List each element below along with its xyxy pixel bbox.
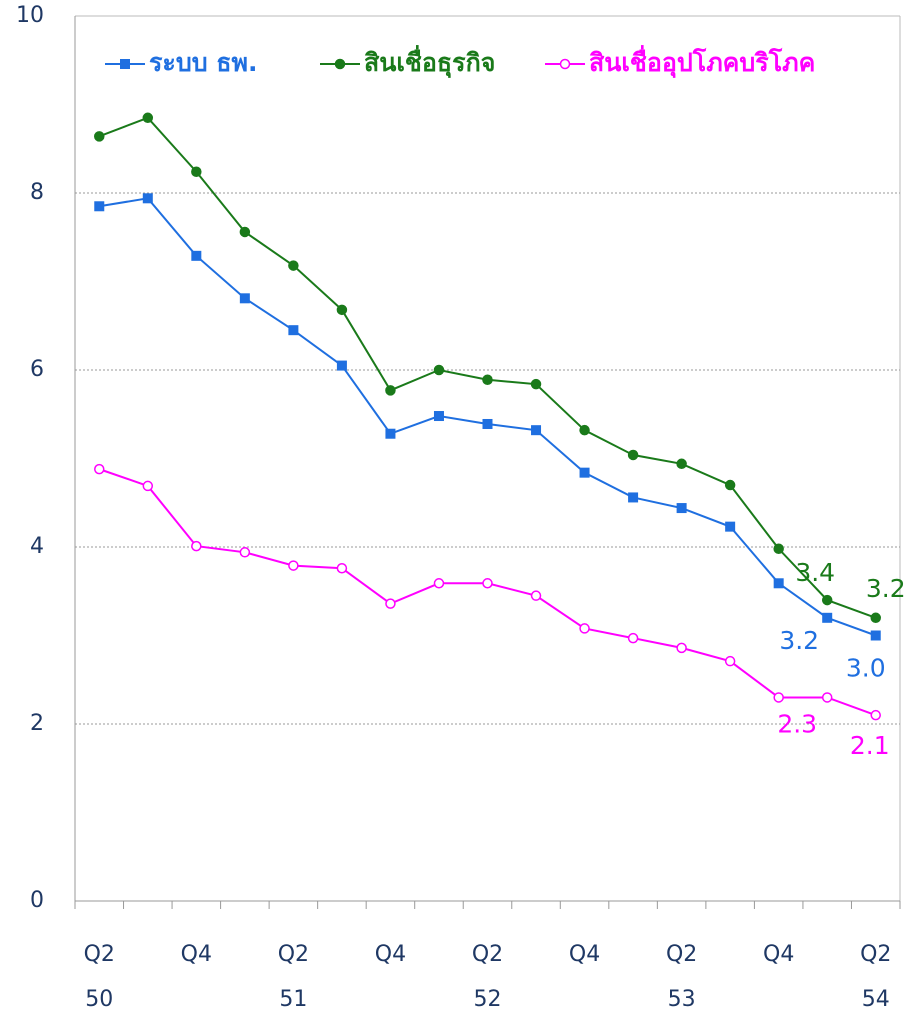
point — [288, 325, 299, 336]
point — [385, 428, 396, 439]
point — [433, 364, 445, 376]
x-year-label: 51 — [279, 987, 307, 1012]
x-year-label: 54 — [862, 987, 890, 1012]
point — [239, 547, 251, 558]
point — [142, 112, 154, 124]
point — [482, 418, 493, 429]
y-tick-label: 4 — [30, 534, 44, 559]
x-year-label: 52 — [474, 987, 502, 1012]
point — [773, 692, 784, 703]
value-label: 3.2 — [779, 626, 819, 655]
y-tick-label: 0 — [30, 888, 44, 913]
point — [579, 623, 590, 634]
point — [773, 578, 784, 589]
point — [531, 425, 542, 436]
point — [579, 424, 590, 436]
point — [191, 540, 202, 552]
x-tick-label: Q2 — [84, 942, 115, 967]
point — [725, 521, 736, 532]
point — [870, 630, 881, 641]
value-label: 3.0 — [846, 654, 886, 683]
x-tick-label: Q2 — [472, 942, 503, 967]
point — [336, 360, 347, 371]
point — [559, 58, 571, 70]
point — [676, 458, 687, 470]
point — [336, 562, 348, 574]
point — [385, 385, 396, 396]
series-line — [98, 468, 877, 717]
point — [142, 480, 154, 492]
value-label: 3.4 — [795, 558, 835, 587]
y-tick-label: 8 — [30, 180, 44, 205]
x-tick-label: Q2 — [666, 942, 697, 967]
point — [288, 560, 299, 571]
point — [385, 598, 396, 609]
y-tick-label: 2 — [30, 711, 44, 736]
point — [94, 463, 105, 475]
point — [676, 503, 687, 514]
point — [191, 250, 202, 261]
x-tick-label: Q4 — [375, 942, 406, 967]
point — [579, 467, 590, 478]
x-tick-label: Q4 — [181, 942, 212, 967]
legend-label: สินเชื่ออุปโภคบริโภค — [589, 45, 815, 79]
point — [870, 709, 881, 721]
point — [773, 543, 784, 555]
point — [870, 612, 881, 624]
point — [334, 58, 346, 70]
point — [724, 479, 736, 491]
point — [482, 374, 493, 385]
value-label: 2.3 — [777, 709, 817, 738]
value-label: 3.2 — [866, 574, 904, 603]
x-tick-label: Q4 — [763, 942, 794, 967]
point — [482, 578, 493, 589]
x-tick-label: Q2 — [860, 942, 891, 967]
point — [822, 612, 833, 623]
legend-label: สินเชื่อธุรกิจ — [364, 45, 495, 79]
point — [530, 590, 542, 601]
y-tick-label: 6 — [30, 357, 44, 382]
point — [94, 131, 105, 142]
point — [821, 692, 833, 703]
y-tick-label: 10 — [16, 3, 44, 28]
point — [724, 655, 736, 667]
point — [433, 578, 445, 589]
value-label: 2.1 — [850, 731, 890, 760]
series-line — [99, 197, 877, 637]
x-year-label: 53 — [668, 987, 696, 1012]
x-tick-label: Q2 — [278, 942, 309, 967]
point — [336, 304, 348, 316]
point — [142, 193, 153, 204]
point — [433, 411, 444, 422]
point — [239, 293, 250, 304]
x-year-label: 50 — [85, 987, 113, 1012]
legend-label: ระบบ ธพ. — [149, 48, 258, 77]
point — [627, 632, 639, 644]
point — [288, 260, 299, 271]
point — [628, 492, 639, 503]
x-tick-label: Q4 — [569, 942, 600, 967]
point — [191, 166, 202, 178]
point — [94, 201, 105, 212]
point — [120, 59, 130, 69]
point — [627, 449, 639, 461]
point — [821, 594, 833, 606]
point — [239, 226, 251, 238]
point — [676, 642, 687, 654]
point — [530, 378, 542, 390]
